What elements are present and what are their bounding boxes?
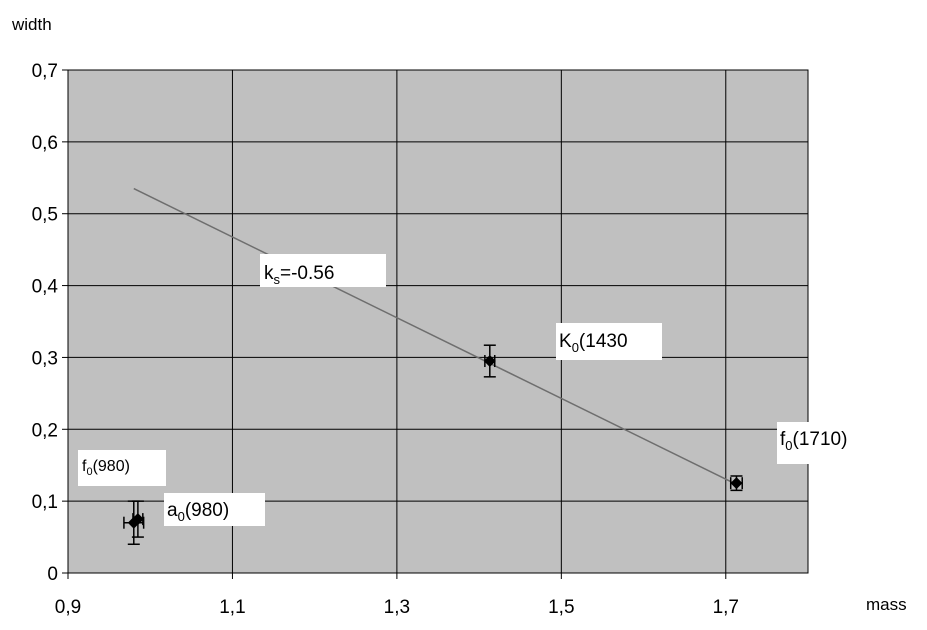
annotation-f0-1710-text: f0(1710) (780, 429, 847, 453)
annotation-a0: a0(980) (164, 493, 265, 526)
annotation-f0-980-box (78, 450, 166, 486)
annotation-f0-1710-box (777, 422, 887, 464)
annotation-k0-text: K0(1430 (559, 331, 628, 355)
x-axis-ticks: 0,9 1,1 1,3 1,5 1,7 (55, 573, 739, 618)
x-axis-title: mass (866, 595, 907, 614)
trend-line (133, 187, 735, 484)
y-tick-label: 0,4 (32, 277, 59, 298)
data-point (729, 475, 743, 492)
point-marker (483, 355, 496, 368)
y-tick-label: 0,5 (32, 205, 58, 226)
plot-area (68, 70, 808, 573)
y-tick-label: 0,7 (32, 61, 58, 82)
annotation-f0-980-text: f0(980) (82, 458, 130, 478)
annotation-k0: K0(1430 (556, 323, 662, 360)
x-tick-label: 1,3 (384, 597, 410, 618)
y-tick-label: 0,2 (32, 420, 58, 441)
data-points (123, 344, 743, 546)
x-tick-label: 0,9 (55, 597, 81, 618)
annotation-ks-text: ks=-0.56 (264, 263, 334, 287)
y-tick-label: 0,1 (32, 492, 58, 513)
x-tick-label: 1,1 (219, 597, 245, 618)
annotation-a0-box (164, 493, 265, 526)
annotation-ks-box (260, 254, 386, 287)
point-marker (131, 513, 144, 526)
x-tick-label: 1,7 (713, 597, 739, 618)
y-tick-label: 0,6 (32, 133, 58, 154)
x-tick-label: 1,5 (548, 597, 574, 618)
annotation-f0-1710: f0(1710) (777, 422, 887, 464)
annotation-k0-box (556, 323, 662, 360)
y-tick-label: 0 (47, 564, 58, 585)
data-point (483, 344, 496, 378)
y-tick-label: 0,3 (32, 348, 58, 369)
annotation-ks: ks=-0.56 (260, 254, 386, 287)
y-axis-title: width (11, 15, 52, 34)
point-marker (730, 477, 743, 490)
y-axis-ticks: 0 0,1 0,2 0,3 0,4 0,5 0,6 0,7 (32, 61, 68, 585)
annotation-a0-text: a0(980) (167, 500, 229, 524)
annotation-f0-980: f0(980) (78, 450, 166, 486)
plot-border (67, 69, 809, 574)
grid (68, 69, 808, 573)
data-point (131, 500, 144, 538)
